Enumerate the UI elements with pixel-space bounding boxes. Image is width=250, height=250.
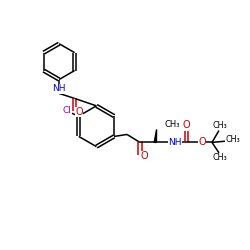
Text: O: O	[75, 107, 83, 117]
Text: CH₃: CH₃	[213, 121, 228, 130]
Text: CH₃: CH₃	[164, 120, 180, 130]
Text: O: O	[182, 120, 190, 130]
Polygon shape	[154, 130, 156, 142]
Text: NH: NH	[168, 138, 182, 147]
Text: Cl: Cl	[63, 106, 72, 115]
Text: CH₃: CH₃	[225, 135, 240, 144]
Text: CH₃: CH₃	[213, 153, 228, 162]
Text: NH: NH	[52, 84, 65, 94]
Text: O: O	[140, 151, 148, 161]
Text: O: O	[198, 138, 206, 147]
